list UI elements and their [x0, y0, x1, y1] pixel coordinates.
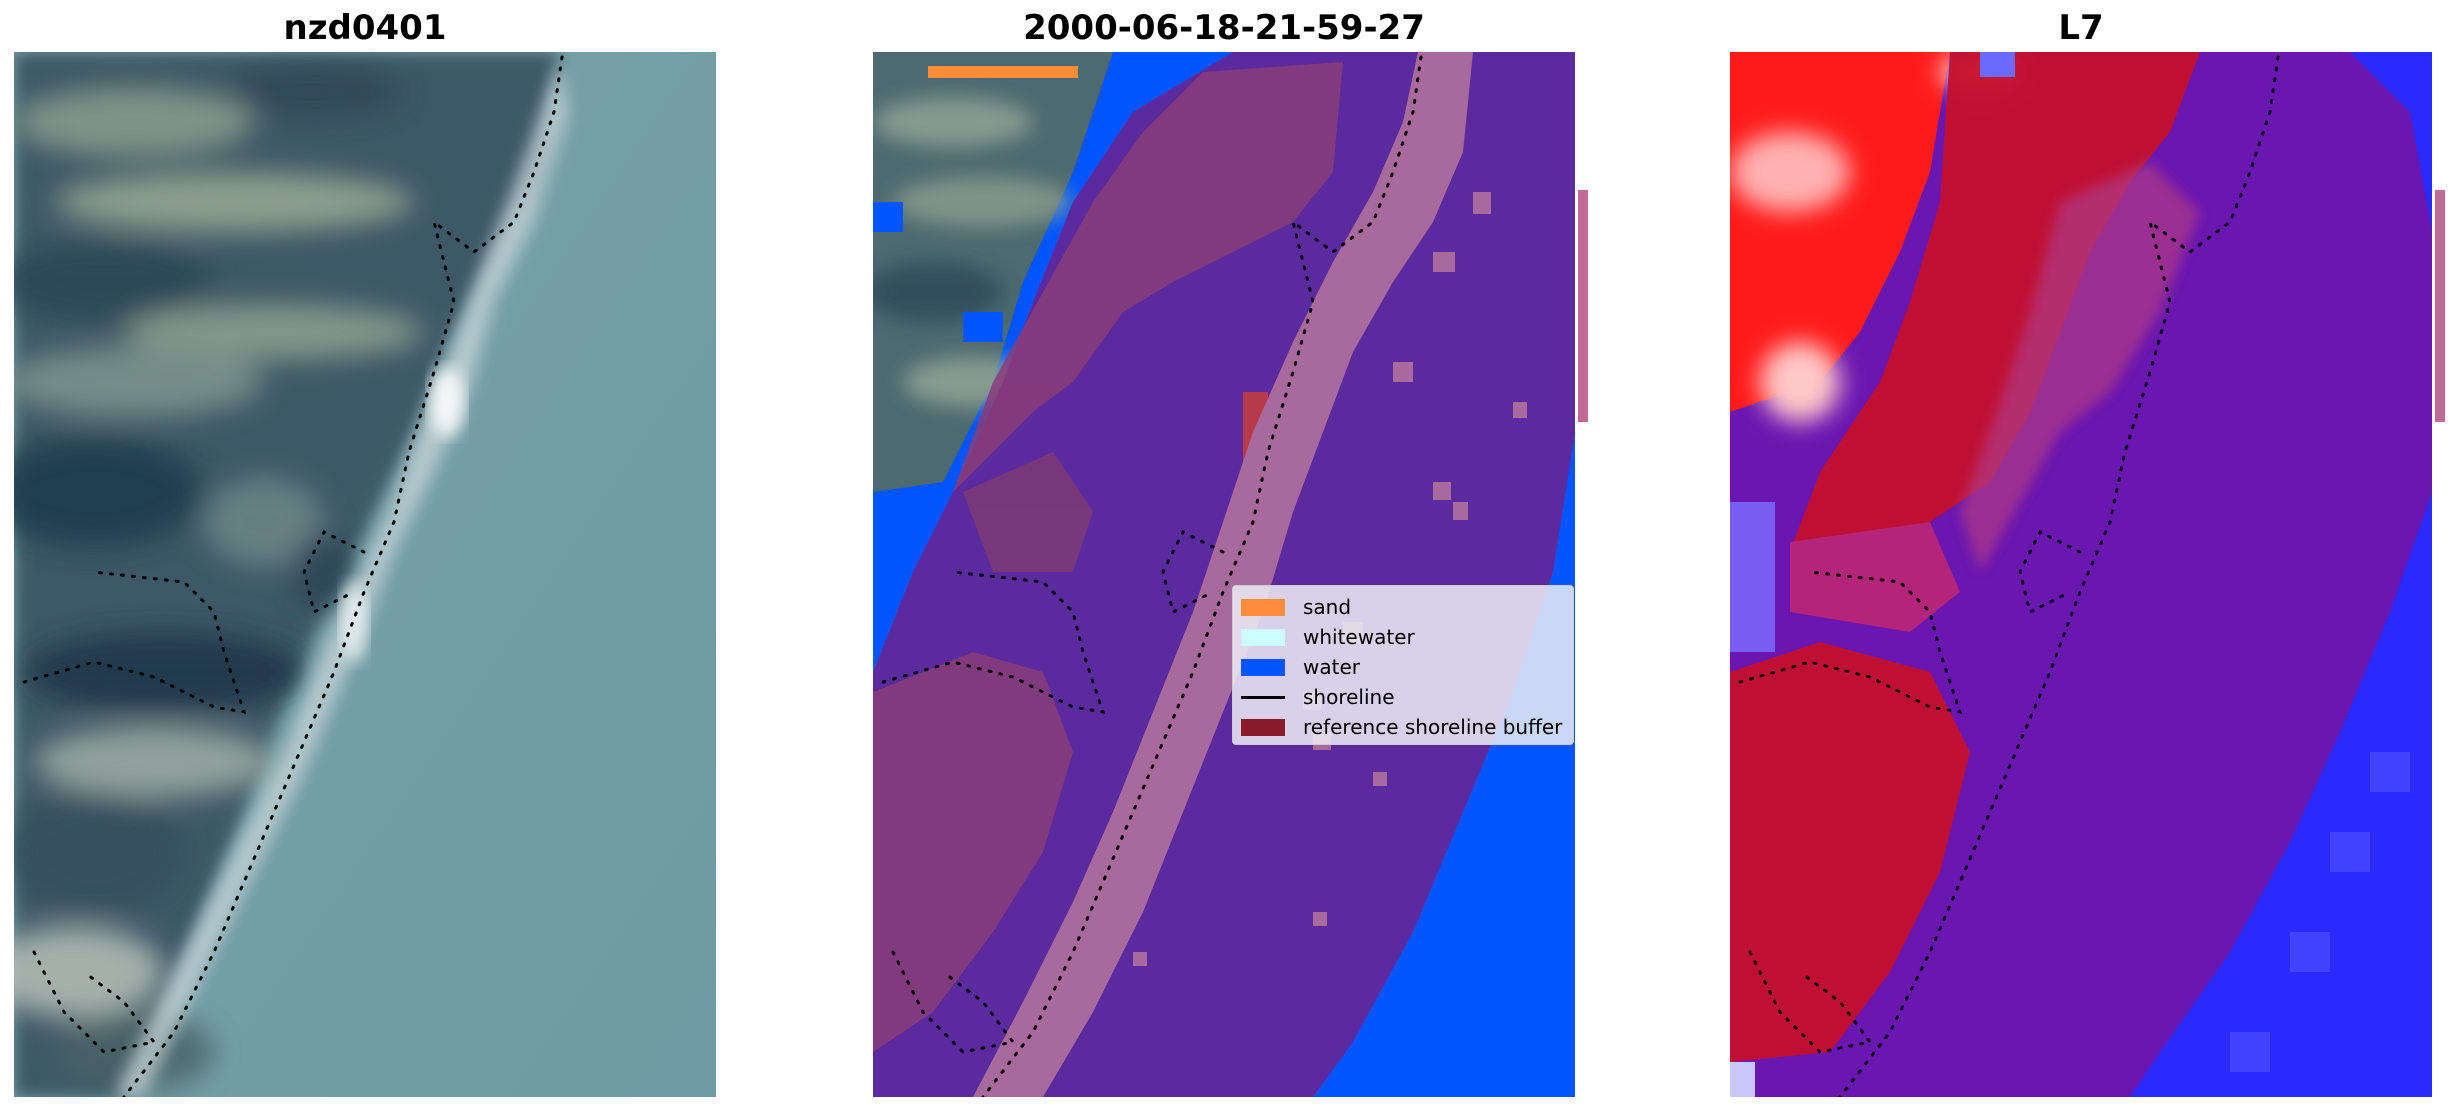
classification-image — [873, 52, 1575, 1097]
colorbar-strip-index — [2435, 190, 2445, 422]
legend-label: sand — [1303, 595, 1352, 619]
legend-swatch-whitewater — [1241, 628, 1285, 646]
colorbar-strip-classification — [1578, 190, 1588, 422]
legend-label: shoreline — [1303, 685, 1395, 709]
legend-label: whitewater — [1303, 625, 1415, 649]
legend-swatch-reference-buffer — [1241, 718, 1285, 736]
legend-swatch-water — [1241, 658, 1285, 676]
panel-title-rgb: nzd0401 — [283, 8, 447, 48]
legend-item-whitewater: whitewater — [1241, 622, 1565, 652]
legend-item-reference-buffer: reference shoreline buffer — [1241, 712, 1565, 742]
legend-line-shoreline — [1241, 695, 1285, 699]
panel-title-classification: 2000-06-18-21-59-27 — [1023, 8, 1425, 48]
rgb-image — [14, 52, 716, 1097]
rgb-image-panel — [14, 52, 716, 1097]
index-panel — [1730, 52, 2432, 1097]
classification-panel — [873, 52, 1575, 1097]
legend-item-shoreline: shoreline — [1241, 682, 1565, 712]
legend-swatch-sand — [1241, 598, 1285, 616]
legend-label: water — [1303, 655, 1360, 679]
legend-label: reference shoreline buffer — [1303, 715, 1563, 739]
index-image — [1730, 52, 2432, 1097]
legend-item-sand: sand — [1241, 592, 1565, 622]
legend: sand whitewater water shoreline referenc… — [1232, 585, 1574, 745]
panel-title-index: L7 — [2058, 8, 2104, 48]
legend-item-water: water — [1241, 652, 1565, 682]
